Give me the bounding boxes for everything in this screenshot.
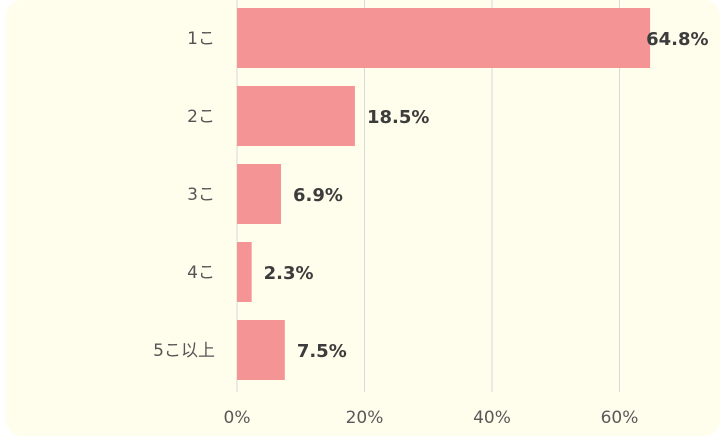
category-label: 2こ xyxy=(187,107,215,127)
chart-panel xyxy=(6,0,720,436)
category-label: 5こ以上 xyxy=(153,341,215,361)
bar xyxy=(237,86,355,146)
x-tick-label: 40% xyxy=(473,408,511,428)
bar xyxy=(237,242,252,302)
category-labels: 1こ 2こ 3こ 4こ 5こ以上 xyxy=(153,29,215,361)
bar xyxy=(237,164,281,224)
bars xyxy=(237,8,651,380)
x-tick-label: 20% xyxy=(346,408,384,428)
value-label: 6.9% xyxy=(293,185,343,206)
category-label: 4こ xyxy=(187,263,215,283)
value-label: 64.8% xyxy=(646,29,708,50)
value-labels: 64.8% 18.5% 6.9% 2.3% 7.5% xyxy=(264,29,709,362)
x-tick-label: 0% xyxy=(224,408,251,428)
value-label: 18.5% xyxy=(367,107,429,128)
category-label: 1こ xyxy=(187,29,215,49)
bar xyxy=(237,320,285,380)
category-label: 3こ xyxy=(187,185,215,205)
x-tick-label: 60% xyxy=(601,408,639,428)
value-label: 7.5% xyxy=(297,341,347,362)
x-tick-labels: 0% 20% 40% 60% xyxy=(224,408,639,428)
bar xyxy=(237,8,651,68)
value-label: 2.3% xyxy=(264,263,314,284)
